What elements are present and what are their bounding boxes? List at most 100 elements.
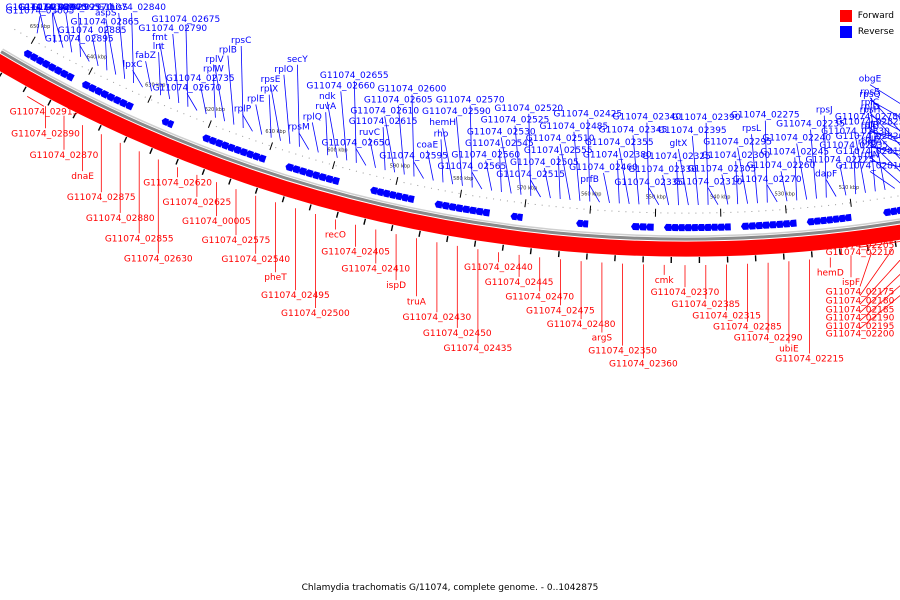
reverse-gene-leader — [283, 74, 291, 144]
forward-gene-label: G11074_02540 — [221, 255, 290, 265]
reverse-gene-label: G11074_02980 — [6, 3, 75, 13]
reverse-gene-leader — [514, 125, 522, 195]
reverse-gene-leader — [268, 94, 272, 138]
reverse-gene-arrow — [761, 221, 770, 229]
kbp-tick — [30, 36, 36, 44]
reverse-gene-arrow — [441, 201, 450, 210]
reverse-gene-label: G11074_02390 — [672, 113, 741, 123]
reverse-gene-arrow — [516, 213, 523, 221]
reverse-gene-label: G11074_02425 — [553, 110, 622, 120]
kbp-label: 570 kbp — [517, 185, 537, 191]
reverse-gene-leader — [780, 171, 788, 202]
reverse-gene-arrow — [252, 152, 261, 161]
forward-gene-label: ispF — [842, 278, 860, 288]
kbp-label: 560 kbp — [581, 192, 601, 198]
reverse-gene-arrow — [889, 207, 898, 216]
reverse-gene-label: gltX — [669, 139, 687, 149]
kbp-label: 610 kbp — [265, 129, 285, 135]
reverse-gene-leader — [646, 122, 650, 205]
reverse-gene-leader — [65, 12, 73, 53]
reverse-gene-label: G11074_02675 — [152, 15, 221, 25]
reverse-gene-leader — [158, 52, 161, 96]
reverse-gene-leader — [159, 43, 171, 100]
reverse-gene-arrow — [305, 169, 314, 178]
reverse-gene-arrow — [710, 223, 718, 231]
reverse-gene-leader — [213, 74, 216, 118]
forward-gene-leader — [859, 252, 872, 287]
reverse-gene-label: G11074_02295 — [703, 138, 772, 148]
reverse-gene-arrow — [747, 222, 756, 230]
kbp-label: 640 kbp — [87, 55, 107, 61]
reverse-gene-label: hisS — [109, 3, 128, 13]
reverse-gene-arrow — [325, 175, 334, 184]
forward-gene-label: G11074_02630 — [124, 255, 193, 265]
band-tick — [281, 196, 285, 203]
reverse-gene-label: rpsE — [261, 75, 281, 85]
forward-gene-label: G11074_02445 — [485, 278, 554, 288]
band-tick — [473, 240, 477, 247]
forward-gene-label: recO — [325, 231, 346, 241]
backbone-line — [0, 50, 900, 241]
reverse-gene-leader — [557, 155, 561, 200]
reverse-gene-arrow — [292, 165, 301, 174]
reverse-gene-leader — [340, 91, 348, 161]
reverse-gene-leader — [355, 148, 367, 166]
reverse-gene-label: G11074_02270 — [733, 175, 802, 185]
forward-gene-leader — [859, 249, 893, 296]
kbp-label: 600 kbp — [327, 148, 347, 154]
reverse-gene-leader — [172, 33, 180, 104]
reverse-gene-leader — [869, 127, 900, 160]
reverse-gene-arrow — [227, 143, 236, 152]
reverse-gene-leader — [382, 127, 386, 171]
band-tick — [97, 124, 102, 131]
reverse-gene-leader — [603, 172, 610, 203]
reverse-gene-arrow — [30, 53, 39, 62]
forward-gene-label: G11074_02870 — [30, 151, 99, 161]
reverse-gene-label: G11074_02600 — [378, 85, 447, 95]
reverse-gene-label: rpsL — [742, 124, 761, 134]
reverse-gene-arrow — [239, 148, 248, 157]
reverse-gene-leader — [530, 179, 541, 198]
forward-gene-label: hemD — [817, 269, 844, 279]
reverse-gene-leader — [499, 148, 502, 193]
reverse-gene-leader — [298, 132, 310, 150]
reverse-gene-arrow — [42, 59, 51, 69]
reverse-gene-label: G11074_02275 — [731, 111, 800, 121]
reverse-gene-label: rho — [434, 129, 449, 139]
reverse-gene-label: rplD — [861, 103, 880, 113]
reverse-gene-leader — [869, 99, 900, 118]
reverse-gene-leader — [185, 24, 189, 107]
band-tick — [0, 72, 3, 78]
kbp-tick — [524, 199, 527, 208]
reverse-gene-label: rplN — [861, 151, 880, 161]
scale-axis — [14, 28, 900, 214]
reverse-gene-arrow — [394, 192, 403, 201]
reverse-gene-arrow — [388, 191, 397, 199]
legend-forward-label: Forward — [857, 11, 894, 21]
reverse-gene-leader — [869, 171, 896, 189]
reverse-gene-leader — [78, 44, 90, 62]
band-tick — [838, 248, 841, 255]
reverse-gene-leader — [573, 131, 581, 201]
backbone-inner-line — [2, 48, 900, 237]
forward-gene-label: G11074_02405 — [321, 248, 390, 258]
reverse-gene-label: G11074_03000 — [18, 3, 87, 13]
reverse-gene-label: G11074_02650 — [322, 138, 391, 148]
reverse-gene-label: lnt — [153, 42, 165, 52]
reverse-gene-label: G11074_02235 — [776, 120, 845, 130]
reverse-gene-leader — [766, 184, 778, 203]
reverse-gene-leader — [214, 65, 225, 122]
reverse-gene-arrow — [233, 145, 242, 155]
forward-gene-leader — [859, 259, 900, 305]
reverse-gene-label: G11074_02545 — [465, 139, 534, 149]
reverse-gene-leader — [823, 115, 827, 198]
reverse-gene-arrow — [768, 221, 777, 229]
reverse-gene-arrow — [895, 206, 900, 215]
forward-gene-label: G11074_02620 — [143, 178, 212, 188]
reverse-gene-arrow — [663, 223, 672, 231]
reverse-gene-label: G11074_02260 — [747, 161, 816, 171]
reverse-gene-label: G11074_02605 — [364, 96, 433, 106]
reverse-gene-label: G11074_02835 — [819, 141, 888, 151]
reverse-gene-label: ruvA — [315, 102, 337, 112]
